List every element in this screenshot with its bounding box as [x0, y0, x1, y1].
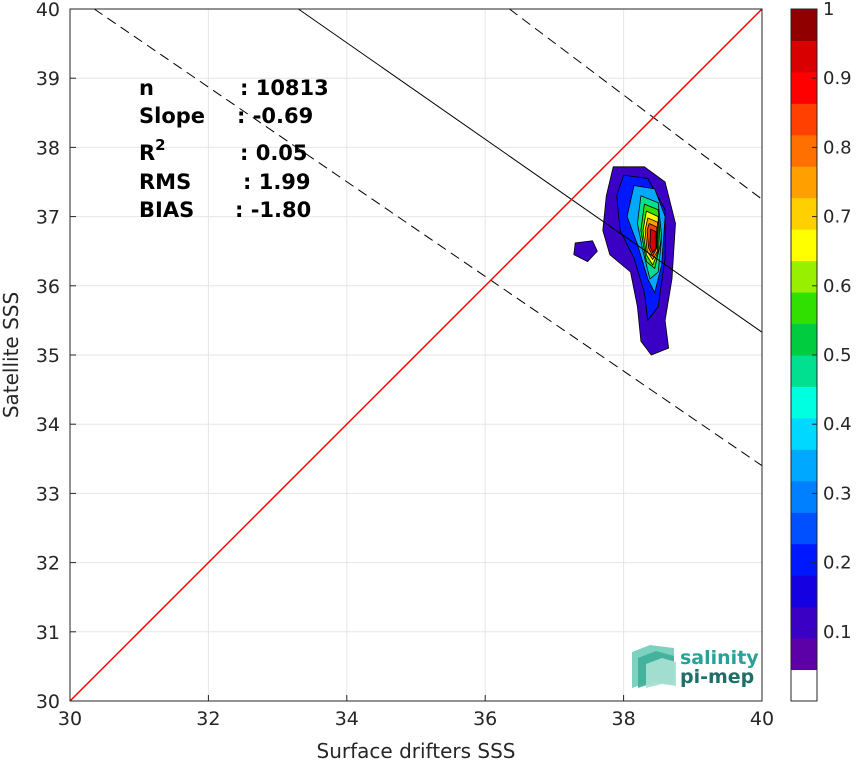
stat-value: : -0.69	[237, 104, 313, 128]
colorbar-segment	[791, 9, 817, 41]
y-tick-label: 34	[36, 414, 60, 436]
colorbar-tick-label: 0.2	[823, 553, 852, 574]
colorbar-tick-label: 0.6	[823, 276, 852, 297]
y-tick-label: 38	[36, 137, 60, 159]
colorbar-tick-label: 1	[823, 0, 834, 20]
colorbar-segment	[791, 480, 817, 513]
colorbar-segment	[791, 229, 817, 262]
logo-waves-icon	[632, 645, 676, 688]
x-tick-label: 34	[335, 708, 359, 730]
y-tick-label: 37	[36, 207, 60, 229]
y-tick-label: 31	[36, 622, 60, 644]
x-tick-label: 36	[473, 708, 497, 730]
colorbar-segment	[791, 575, 817, 608]
y-axis-label: Satellite SSS	[0, 292, 23, 418]
stat-label: RMS	[139, 170, 191, 194]
colorbar	[790, 8, 818, 702]
regression-line	[298, 8, 763, 333]
colorbar-segment	[791, 355, 817, 387]
y-axis-ticks: 30 31 32 33 34 35 36 37 38 39 40	[36, 0, 76, 713]
stat-value: : 1.99	[243, 170, 311, 194]
y-tick-label: 33	[36, 483, 60, 505]
colorbar-segment	[791, 260, 817, 293]
colorbar-segment	[791, 417, 817, 450]
colorbar-segment	[791, 71, 817, 104]
stat-superscript: 2	[155, 136, 165, 154]
colorbar-ticks: 0.1 0.2 0.3 0.4 0.5 0.6 0.7 0.8 0.9 1	[812, 0, 852, 643]
colorbar-segment	[791, 197, 817, 230]
x-tick-label: 40	[750, 708, 774, 730]
y-tick-label: 32	[36, 553, 60, 575]
colorbar-tick-label: 0.3	[823, 483, 852, 504]
y-tick-label: 30	[36, 691, 60, 713]
stat-label: n	[139, 76, 154, 100]
y-tick-label: 35	[36, 345, 60, 367]
colorbar-tick-label: 0.7	[823, 207, 852, 228]
colorbar-tick-label: 0.9	[823, 68, 852, 89]
x-tick-label: 38	[612, 708, 636, 730]
y-tick-label: 36	[36, 276, 60, 298]
stat-value: : 10813	[240, 76, 329, 100]
colorbar-segment	[791, 543, 817, 576]
stat-label: Slope	[139, 104, 205, 128]
stat-label: BIAS	[139, 198, 194, 222]
colorbar-segment	[791, 449, 817, 482]
y-tick-label: 40	[36, 0, 60, 21]
density-contour	[649, 228, 657, 254]
x-axis-ticks: 30 32 34 36 38 40	[58, 695, 774, 730]
colorbar-segment	[791, 166, 817, 199]
logo-line2: pi-mep	[680, 666, 754, 688]
stat-value: : 0.05	[240, 141, 308, 165]
y-tick-label: 39	[36, 68, 60, 90]
colorbar-segment	[791, 386, 817, 419]
x-tick-label: 32	[196, 708, 220, 730]
colorbar-segment	[791, 606, 817, 639]
confidence-line	[509, 8, 763, 200]
colorbar-segment	[791, 134, 817, 167]
colorbar-tick-label: 0.8	[823, 137, 852, 158]
identity-line	[69, 8, 763, 702]
stat-value: : -1.80	[235, 198, 311, 222]
colorbar-tick-label: 0.1	[823, 622, 852, 643]
colorbar-segment	[791, 103, 817, 136]
x-tick-label: 30	[58, 708, 82, 730]
confidence-line	[93, 8, 763, 467]
density-contour	[573, 240, 598, 263]
colorbar-segment	[791, 323, 817, 356]
colorbar-segment	[791, 40, 817, 73]
colorbar-segment	[791, 512, 817, 545]
logo: salinity pi-mep	[632, 645, 759, 688]
colorbar-tick-label: 0.5	[823, 345, 852, 366]
grid	[69, 8, 763, 702]
colorbar-segment	[791, 638, 817, 671]
reference-lines	[69, 8, 763, 702]
colorbar-segment	[791, 669, 817, 702]
logo-line1: salinity	[680, 647, 759, 669]
density-contours	[573, 166, 676, 356]
x-axis-label: Surface drifters SSS	[317, 739, 516, 763]
colorbar-tick-label: 0.4	[823, 414, 852, 435]
colorbar-segment	[791, 292, 817, 325]
